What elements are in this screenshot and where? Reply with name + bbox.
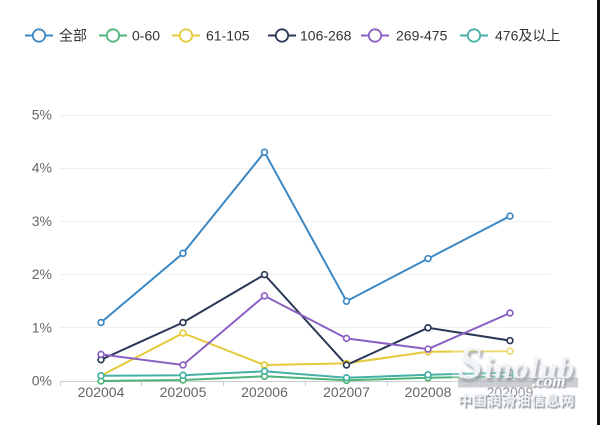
- svg-text:202007: 202007: [323, 384, 370, 400]
- svg-text:4%: 4%: [32, 160, 52, 176]
- svg-text:61-105: 61-105: [206, 28, 250, 44]
- svg-text:269-475: 269-475: [396, 28, 448, 44]
- svg-text:202005: 202005: [160, 384, 207, 400]
- svg-text:202009: 202009: [487, 384, 534, 400]
- svg-text:0%: 0%: [32, 373, 52, 389]
- svg-text:202006: 202006: [241, 384, 288, 400]
- svg-text:202004: 202004: [78, 384, 125, 400]
- svg-text:0-60: 0-60: [132, 28, 160, 44]
- svg-text:5%: 5%: [32, 107, 52, 123]
- svg-text:1%: 1%: [32, 319, 52, 335]
- svg-text:2%: 2%: [32, 266, 52, 282]
- svg-text:476及以上: 476及以上: [495, 28, 560, 44]
- svg-text:106-268: 106-268: [300, 28, 352, 44]
- svg-text:202008: 202008: [405, 384, 452, 400]
- svg-text:全部: 全部: [59, 28, 87, 44]
- svg-text:3%: 3%: [32, 213, 52, 229]
